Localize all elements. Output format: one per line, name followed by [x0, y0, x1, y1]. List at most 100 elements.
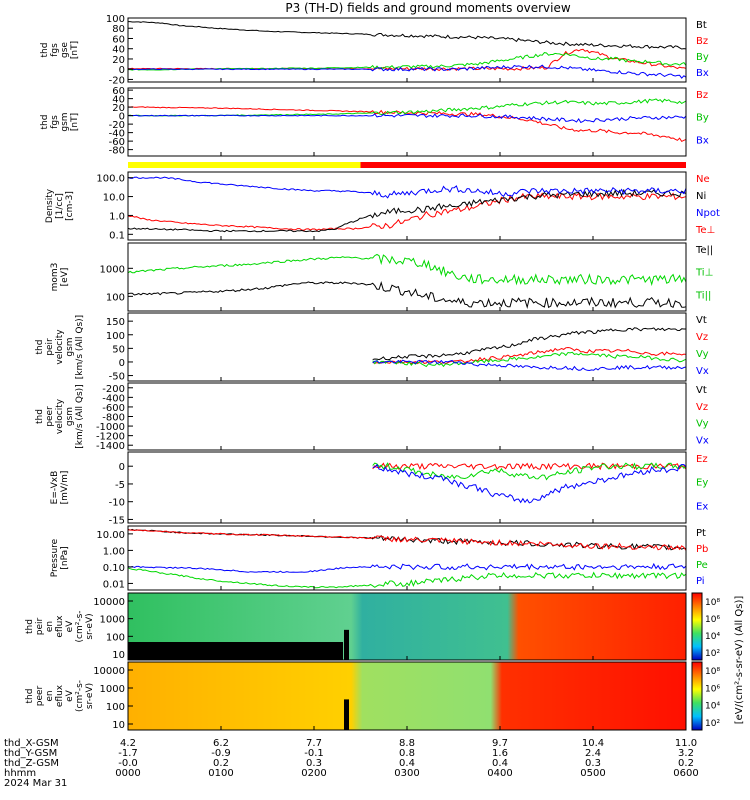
y-label-line: sr-eV) [85, 683, 95, 709]
y-label-line: peir [45, 338, 55, 356]
x-tick-label: 0000 [115, 768, 140, 779]
legend-entry: Bx [696, 135, 709, 146]
y-label-line: Pressure [50, 538, 60, 577]
y-tick-label: 0.1 [109, 230, 125, 241]
legend-entry: Pi [696, 576, 705, 587]
legend-entry: Bz [696, 90, 708, 101]
y-tick-label: -50 [109, 372, 125, 383]
series-group [373, 328, 686, 371]
series-group [128, 254, 686, 307]
y-tick-label: -15 [109, 515, 125, 526]
series-line-Ex [373, 465, 686, 503]
series-line-Vy [373, 352, 686, 366]
colorbar-tick-label: 10⁶ [705, 684, 720, 694]
colorbar-tick-label: 10² [705, 649, 720, 659]
legend-entry: Bx [696, 68, 709, 79]
y-label-line: sr-eV) [85, 613, 95, 639]
x-tick-label: 0600 [673, 768, 698, 779]
panel-7: E=-VxB [mV/m] 0 -5 -10 -15 Ez Ey Ex [50, 452, 708, 526]
y-tick-label: 0.10 [103, 563, 125, 574]
y-tick-label: -80 [109, 146, 125, 157]
legend-entry: Bt [696, 20, 707, 31]
y-label-line: eflux [55, 684, 65, 707]
series-group [128, 99, 686, 141]
y-label-line: peir [35, 617, 45, 635]
y-label-line: [nT] [70, 113, 80, 131]
series-group [373, 463, 686, 503]
series-line-Vt [373, 328, 686, 360]
panel-frame [128, 452, 686, 523]
x-tick-label: 0500 [580, 768, 605, 779]
colorbar-tick-label: 10⁸ [705, 598, 720, 608]
y-label-line: fgs [50, 43, 60, 57]
y-label-line: thd [25, 619, 35, 634]
x-row-label: 2024 Mar 31 [4, 778, 67, 789]
legend-entry: Pb [696, 544, 708, 555]
series-line-Te|| [128, 282, 686, 308]
legend-entry: Ez [696, 454, 708, 465]
x-tick-label: 0100 [208, 768, 233, 779]
legend-entry: Ti⊥ [695, 268, 713, 279]
y-label-line: gsm [65, 337, 75, 356]
y-label-line: thd [25, 689, 35, 704]
legend-entry: Vx [696, 366, 709, 377]
series-group [128, 22, 686, 79]
y-tick-label: -1400 [96, 441, 125, 452]
panel-frame [128, 526, 686, 590]
legend-entry: Vx [696, 435, 709, 446]
series-line-Bt [128, 22, 686, 49]
y-tick-label: 1000 [100, 615, 125, 626]
colorbar-label: [eV/(cm²-s-sr-eV) (All Qs)] [734, 596, 745, 725]
y-label-line: peer [45, 406, 55, 427]
y-label-line: gsm [60, 112, 70, 131]
x-tick-label: 0400 [487, 768, 512, 779]
y-tick-label: 100 [106, 292, 125, 303]
colorbar-tick-label: 10⁸ [705, 667, 720, 677]
series-line-Ez [373, 463, 686, 469]
y-tick-label: 10.00 [96, 530, 125, 541]
legend-entry: Npot [696, 208, 720, 219]
legend-entry: By [696, 52, 709, 63]
colorbar-tick-label: 10⁴ [705, 632, 720, 642]
mode-bar-segment-0 [128, 162, 361, 168]
y-label-line: thd [35, 409, 45, 424]
panel-frame [128, 88, 686, 156]
y-tick-label: 100 [106, 702, 125, 713]
y-tick-label: 50 [112, 344, 125, 355]
y-tick-label: -20 [109, 75, 125, 86]
series-line-Pe [128, 568, 686, 588]
y-tick-label: -10 [109, 498, 125, 509]
panel-frame [128, 383, 686, 450]
y-label-line: velocity [55, 329, 65, 365]
colorbar-tick-label: 10⁶ [705, 615, 720, 625]
y-label-line: E=-VxB [50, 471, 60, 505]
y-tick-label: 1000 [100, 684, 125, 695]
y-tick-label: 10.0 [103, 193, 125, 204]
series-group [128, 529, 686, 587]
colorbars: 10⁸10⁶10⁴10²10⁸10⁶10⁴10² [eV/(cm²-s-sr-eV… [692, 593, 745, 730]
legend-entry: Vz [696, 332, 708, 343]
y-tick-label: 0 [119, 358, 125, 369]
y-tick-label: 0.01 [103, 579, 125, 590]
legend-entry: Vz [696, 402, 708, 413]
panel-8: Pressure [nPa]10.001.000.100.01PtPbPePi [50, 526, 708, 590]
panel-4: mom3 [eV] 1000 100 Te|| Ti⊥ Ti|| [50, 243, 713, 311]
panel-frame [128, 313, 686, 381]
mode-bar-segment-1 [361, 162, 687, 168]
colorbar-1 [692, 662, 702, 730]
legend-entry: Bz [696, 36, 708, 47]
legend-entry: Te|| [695, 245, 713, 256]
y-label-line: en [45, 690, 55, 701]
legend-entry: Ni [696, 191, 706, 202]
legend-entry: Vy [696, 349, 709, 360]
colorbar-tick-label: 10⁴ [705, 702, 720, 712]
legend-entry: Te⊥ [695, 225, 715, 236]
panel-6: thd peer velocity gsm [km/s (All Qs)] -200-40… [35, 383, 709, 452]
data-gap-marker [344, 699, 349, 730]
series-line-Pi [128, 564, 686, 572]
legend-entry: By [696, 113, 709, 124]
y-tick-label: 100 [106, 632, 125, 643]
y-tick-label: -5 [115, 480, 125, 491]
